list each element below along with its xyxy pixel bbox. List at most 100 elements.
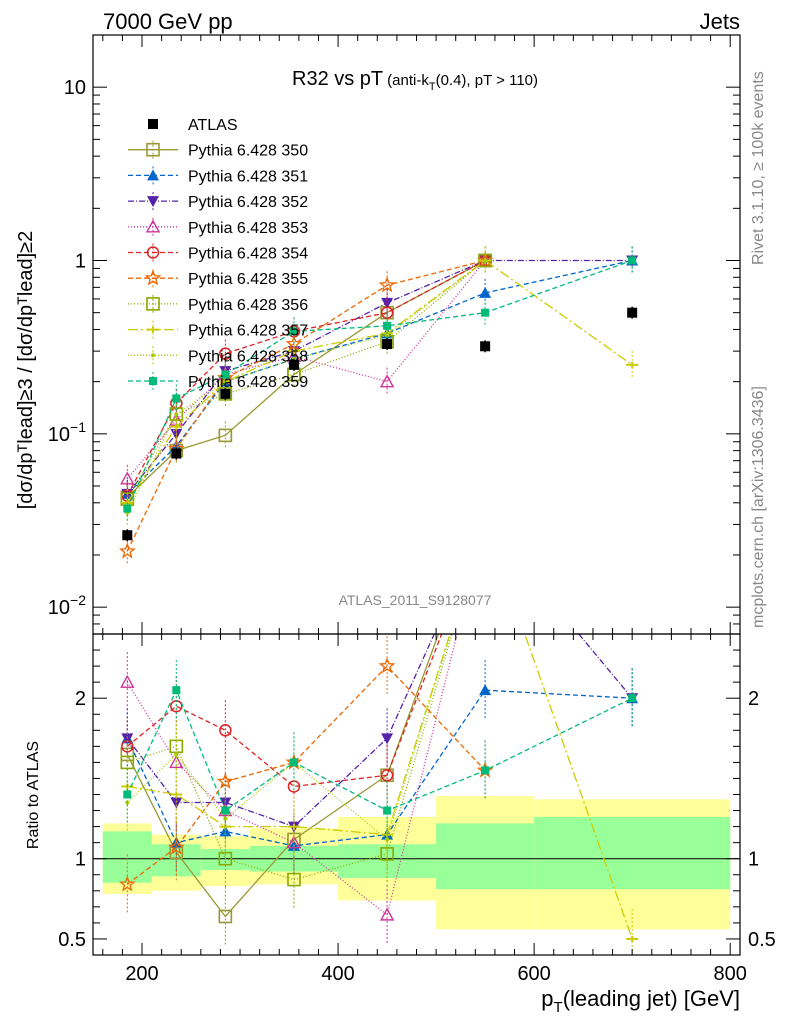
series-1-ratio-point-5 bbox=[479, 684, 492, 696]
rtick-label-r-1: 1 bbox=[748, 849, 759, 871]
series-3-ratio-point-3 bbox=[286, 835, 302, 849]
data-point-3 bbox=[288, 359, 299, 370]
series-3-point-0 bbox=[120, 471, 135, 485]
series-5-ratio-point-1 bbox=[168, 838, 185, 855]
series-6-ratio-point-3 bbox=[287, 872, 301, 887]
series-9-point-5 bbox=[481, 308, 490, 317]
data-point-2 bbox=[220, 388, 231, 399]
legend-label-2: Pythia 6.428 351 bbox=[188, 168, 308, 185]
xtick-label-600: 600 bbox=[517, 963, 550, 985]
series-8-point-5 bbox=[483, 258, 488, 263]
series-9-ratio-point-6 bbox=[628, 694, 637, 703]
series-1-ratio-point-2 bbox=[219, 825, 232, 837]
series-8-ratio-point-1 bbox=[174, 752, 179, 757]
series-9-point-6 bbox=[628, 256, 637, 265]
series-6-ratio-line bbox=[127, 634, 453, 881]
ytick-label-0: 10−2 bbox=[48, 592, 86, 619]
series-6-line bbox=[126, 260, 486, 500]
series-4-line bbox=[126, 259, 486, 496]
series-6-ratio-point-4 bbox=[380, 847, 394, 861]
series-8-line bbox=[126, 259, 486, 514]
xtick-label-800: 800 bbox=[714, 963, 747, 985]
legend-label-10: Pythia 6.428 359 bbox=[188, 374, 308, 391]
rtick-label-l-0.5: 0.5 bbox=[58, 929, 86, 951]
series-9-ratio-point-4 bbox=[383, 806, 392, 815]
band-inner-6 bbox=[534, 816, 731, 890]
legend-marker-9 bbox=[151, 353, 155, 358]
ytick-label-2: 1 bbox=[75, 251, 86, 273]
series-8-ratio-line bbox=[126, 634, 452, 841]
series-9-ratio-line bbox=[126, 688, 633, 812]
ratio-axis-label: Ratio to ATLAS bbox=[25, 741, 42, 849]
series-8-ratio-point-4 bbox=[385, 837, 390, 842]
data-points bbox=[122, 306, 638, 542]
plot-title-sub-t: T bbox=[429, 81, 436, 93]
legend-marker-1 bbox=[146, 142, 160, 157]
series-9-main bbox=[123, 246, 637, 523]
series-2-ratio-point-2 bbox=[219, 797, 232, 809]
ytick-label-1: 10−1 bbox=[48, 419, 86, 446]
series-9-ratio-point-2 bbox=[221, 806, 230, 815]
series-5-point-0 bbox=[118, 542, 136, 559]
mcplots-label: mcplots.cern.ch [arXiv:1306.3436] bbox=[750, 386, 767, 628]
ytick-label-exp-1: −1 bbox=[70, 419, 86, 435]
series-5-ratio-line bbox=[126, 665, 486, 885]
legend-label-7: Pythia 6.428 356 bbox=[188, 297, 308, 314]
ytick-label-3: 10 bbox=[64, 77, 86, 99]
series-4-ratio-point-2 bbox=[219, 724, 232, 737]
band-inner-0 bbox=[102, 831, 152, 883]
series-9-ratio-point-1 bbox=[172, 686, 181, 695]
legend-marker-5 bbox=[146, 246, 160, 259]
xtick-label-400: 400 bbox=[321, 963, 354, 985]
series-0-ratio-line bbox=[126, 634, 440, 918]
data-point-1 bbox=[171, 448, 182, 459]
data-point-4 bbox=[382, 338, 393, 349]
legend-label-4: Pythia 6.428 353 bbox=[188, 220, 308, 237]
rtick-label-l-2: 2 bbox=[75, 688, 86, 710]
ytick-label-base-1: 10 bbox=[48, 424, 70, 446]
data-point-0 bbox=[122, 530, 133, 541]
collision-label: 7000 GeV pp bbox=[103, 9, 233, 34]
plot-title-sub: (anti-k bbox=[387, 72, 429, 89]
series-7-point-6 bbox=[626, 361, 639, 368]
analysis-id: ATLAS_2011_S9128077 bbox=[339, 592, 492, 608]
series-7-ratio-point-1 bbox=[170, 791, 183, 798]
series-4-point-4 bbox=[380, 306, 394, 319]
legend-label-1: Pythia 6.428 350 bbox=[188, 143, 308, 160]
data-point-6 bbox=[627, 307, 638, 318]
series-5-point-4 bbox=[378, 276, 396, 293]
legend-label-3: Pythia 6.428 352 bbox=[188, 194, 308, 211]
series-9-ratio-point-3 bbox=[289, 758, 298, 767]
legend-label-8: Pythia 6.428 357 bbox=[188, 323, 308, 340]
series-8-ratio-point-0 bbox=[125, 800, 130, 805]
series-6-ratio-point-0 bbox=[120, 755, 135, 770]
series-2-ratio-point-1 bbox=[170, 797, 183, 809]
series-5-ratio-point-0 bbox=[118, 875, 136, 892]
series-9-ratio-point-0 bbox=[123, 790, 132, 799]
ytick-label-exp-0: −2 bbox=[70, 592, 86, 608]
rivet-label: Rivet 3.1.10, ≥ 100k events bbox=[750, 71, 767, 265]
x-axis-label: pT(leading jet) [GeV] bbox=[541, 986, 740, 1016]
legend: ATLAS Pythia 6.428 350 Pythia 6.428 351 Pyt… bbox=[128, 117, 308, 391]
legend-label-0: ATLAS bbox=[188, 117, 238, 134]
series-3-ratio-point-4 bbox=[379, 907, 395, 921]
series-3-point-4 bbox=[379, 374, 395, 388]
series-9-point-4 bbox=[383, 321, 392, 330]
legend-marker-10 bbox=[149, 377, 157, 385]
series-0-ratio-point-2 bbox=[218, 909, 233, 924]
rtick-label-r-2: 2 bbox=[748, 688, 759, 710]
series-6-ratio bbox=[120, 634, 453, 910]
uncertainty-bands bbox=[102, 796, 731, 930]
legend-marker-2 bbox=[147, 169, 159, 181]
band-inner-2 bbox=[200, 849, 250, 870]
data-point-5 bbox=[480, 341, 491, 352]
band-inner-5 bbox=[436, 823, 535, 890]
series-9-point-2 bbox=[221, 370, 230, 379]
series-7-ratio-point-3 bbox=[287, 823, 300, 830]
series-5-ratio-point-4 bbox=[378, 657, 396, 674]
x-axis-label-sub: T bbox=[554, 999, 563, 1016]
series-4-point-2 bbox=[219, 347, 232, 360]
x-axis-label-rest: (leading jet) [GeV] bbox=[563, 986, 740, 1011]
